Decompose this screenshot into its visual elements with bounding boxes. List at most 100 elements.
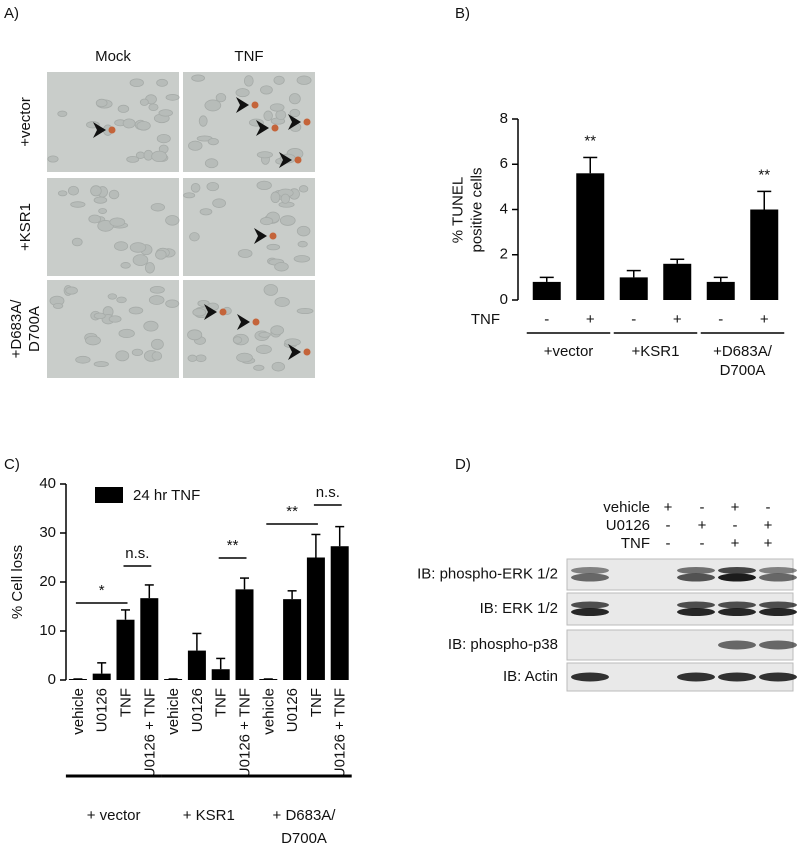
x-tick-label: + [760,311,769,328]
group-label: D700A [720,362,766,379]
cell [151,338,164,350]
cell [289,108,301,118]
x-tick-label: TNF [117,688,134,717]
x-tick-label: U0126 + TNF [141,688,158,778]
cell [288,93,301,105]
error-bar [583,156,598,174]
comparison-label: * [99,582,105,599]
error-bar [97,662,107,674]
significance-label: ** [584,132,596,149]
cell [195,354,207,363]
band [677,608,715,616]
band [759,640,797,650]
treatment-sign: + [698,517,707,534]
y-tick-label: 8 [500,110,508,127]
error-bar [287,590,297,600]
band [759,567,797,574]
cell [232,336,243,344]
stained-cell [108,126,116,134]
error-bar [626,269,641,278]
error-bar [144,584,154,599]
treatment-label: U0126 [606,517,650,534]
x-tick-label: TNF [213,688,230,717]
treatment-sign: + [664,499,673,516]
cell [107,293,117,300]
cell [151,351,163,361]
row-label: D700A [26,306,43,352]
row-label: +vector [17,97,34,147]
cell [47,155,59,163]
error-bar [713,276,728,282]
arrowhead [236,97,249,113]
band [759,672,797,682]
bar [706,281,735,300]
cell [158,109,173,117]
treatment-sign: + [731,535,740,552]
arrowhead [288,114,301,130]
panel-label: D) [455,456,471,473]
treatment-sign: + [764,517,773,534]
cell [114,241,129,251]
cell [187,329,203,341]
cell [90,185,102,197]
x-tick-label: + [586,311,595,328]
stained-cell [303,118,311,126]
x-tick-label: - [631,311,636,328]
cell [143,320,159,332]
cell [109,217,126,227]
cell [122,118,136,129]
error-bar [539,276,554,282]
bar [187,650,206,680]
group-label: +KSR1 [632,343,680,360]
cell [132,254,149,266]
cell [93,196,108,204]
cell [204,99,222,112]
group-label: +vector [544,343,594,360]
comparison-label: ** [286,503,298,520]
error-bar [311,533,321,558]
cell [284,338,301,346]
cell [71,237,83,247]
cell [263,284,279,296]
cell [85,335,101,346]
comparison-label: n.s. [316,484,340,501]
cell [274,262,289,272]
bar [116,619,135,680]
group-label: + vector [87,807,141,824]
cell [136,120,151,131]
cell [118,328,135,339]
cell [144,262,155,274]
cell [198,115,208,127]
y-axis-label: % Cell loss [9,545,26,619]
cell [271,361,286,372]
band [759,601,797,609]
bar [330,546,349,680]
x-tick-label: U0126 + TNF [236,688,253,778]
column-label: Mock [95,48,131,65]
cell [293,255,311,263]
y-tick-label: 10 [39,622,56,639]
cell [255,344,272,354]
column-label: TNF [234,48,263,65]
row-label: +D683A/ [8,299,25,359]
bar [576,173,605,300]
cell [280,193,290,204]
band [571,608,609,616]
cell [52,302,64,309]
arrowhead [93,122,106,138]
cell [192,308,207,317]
cell [236,352,253,363]
comparison-label: n.s. [125,545,149,562]
bar [92,673,111,680]
arrowhead [204,304,217,320]
arrowhead [237,314,250,330]
arrowhead [256,120,269,136]
cell [274,297,290,307]
band [571,573,609,582]
micrograph [183,280,315,378]
panel-label: B) [455,5,470,22]
cell [207,138,219,146]
blot [566,592,797,626]
cell [188,140,203,151]
x-tick-label: U0126 [284,688,301,732]
